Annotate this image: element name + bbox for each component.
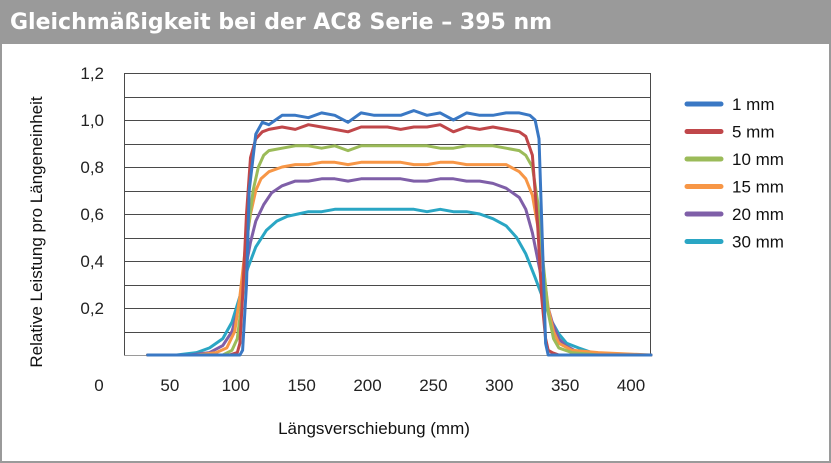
x-tick-label: 0	[94, 376, 103, 395]
y-axis-label: Relative Leistung pro Längeneinheit	[27, 96, 46, 368]
x-tick-label: 150	[287, 376, 315, 395]
y-tick-label: 0,2	[80, 299, 104, 318]
axis-ticks: 0,2 0,4 0,6 0,8 1,0 1,2 0 50 100 150 200 250 300 350 4…	[80, 64, 645, 395]
legend-label: 15 mm	[732, 178, 784, 197]
x-tick-label: 300	[485, 376, 513, 395]
y-tick-label: 1,2	[80, 64, 104, 83]
legend-label: 5 mm	[732, 123, 775, 142]
legend-label: 30 mm	[732, 233, 784, 252]
y-tick-label: 0,4	[80, 252, 104, 271]
series-line-10-mm	[146, 144, 653, 357]
series-line-30-mm	[146, 207, 653, 357]
x-tick-label: 250	[419, 376, 447, 395]
legend-label: 20 mm	[732, 205, 784, 224]
x-tick-label: 350	[551, 376, 579, 395]
y-tick-label: 0,8	[80, 158, 104, 177]
series-line-20-mm	[146, 177, 653, 357]
y-tick-label: 1,0	[80, 111, 104, 130]
legend-label: 10 mm	[732, 150, 784, 169]
series-lines	[146, 109, 653, 357]
x-axis-label: Längsverschiebung (mm)	[278, 419, 470, 438]
x-tick-label: 50	[160, 376, 179, 395]
legend: 1 mm 5 mm 10 mm 15 mm 20 mm 30 mm	[684, 95, 784, 252]
chart-title: Gleichmäßigkeit bei der AC8 Serie – 395 …	[2, 2, 829, 44]
x-tick-label: 200	[353, 376, 381, 395]
series-line-1-mm	[146, 109, 653, 357]
series-line-5-mm	[146, 123, 653, 357]
y-tick-label: 0,6	[80, 205, 104, 224]
x-tick-label: 400	[617, 376, 645, 395]
x-tick-label: 100	[222, 376, 250, 395]
legend-label: 1 mm	[732, 95, 775, 114]
